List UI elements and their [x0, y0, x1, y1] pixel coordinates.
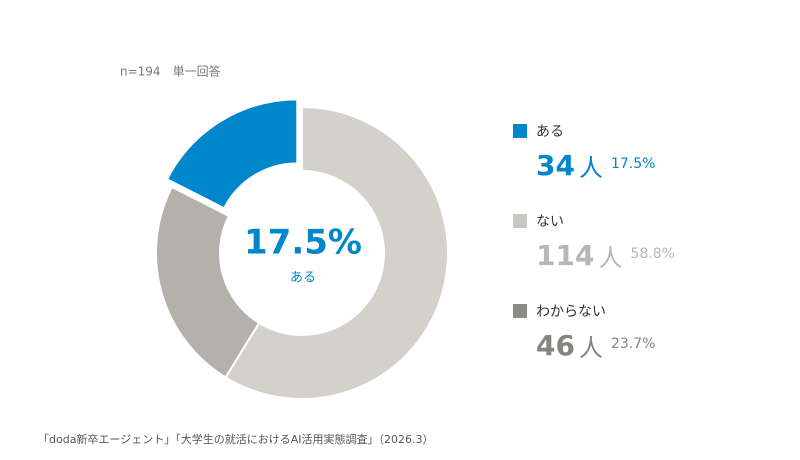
legend-label: わからない: [536, 304, 606, 320]
donut-segment: [155, 185, 261, 379]
legend-share: 17.5%: [611, 156, 655, 172]
donut-segment: [165, 98, 299, 210]
legend-swatch: [513, 214, 527, 228]
legend-swatch: [513, 124, 527, 138]
source-note: 「doda新卒エージェント」「大学生の就活におけるAI活用実態調査」（2026.…: [38, 432, 433, 446]
center-value: 17.5%: [244, 223, 362, 263]
center-label: ある: [290, 271, 316, 286]
donut-segment: [224, 105, 449, 400]
legend-label: ある: [536, 124, 564, 140]
legend-unit: 人: [598, 244, 622, 272]
legend-share: 23.7%: [611, 336, 655, 352]
legend-label: ない: [536, 214, 564, 230]
legend-unit: 人: [579, 334, 603, 362]
subtitle: n=194 単一回答: [120, 64, 221, 79]
legend-count: 114: [536, 239, 594, 272]
legend-share: 58.8%: [630, 246, 674, 262]
legend-count: 34: [536, 149, 575, 182]
legend-count: 46: [536, 329, 575, 362]
legend-unit: 人: [579, 154, 603, 182]
legend-swatch: [513, 304, 527, 318]
